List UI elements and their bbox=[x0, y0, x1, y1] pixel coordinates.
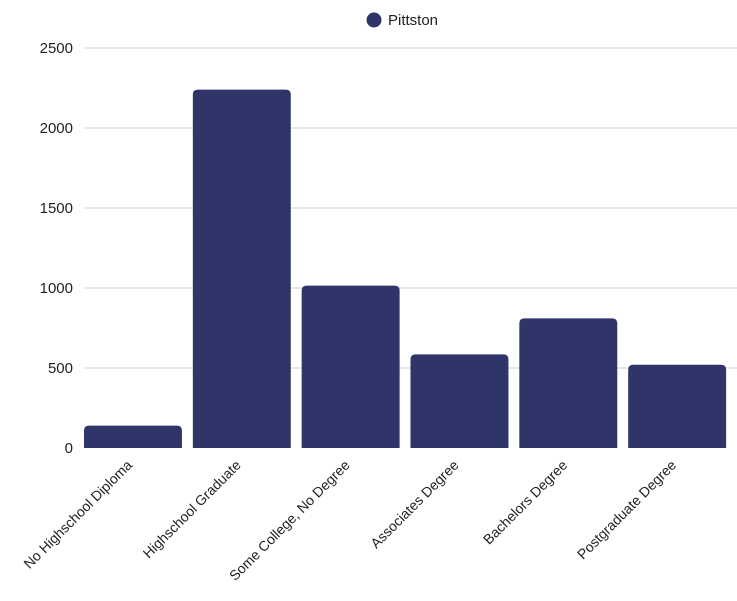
bar-postgraduate-degree bbox=[628, 364, 727, 448]
y-tick-label-0: 0 bbox=[65, 440, 73, 457]
legend-swatch-pittston bbox=[366, 12, 382, 28]
x-tick-label-no-highschool-diploma: No Highschool Diploma bbox=[20, 457, 135, 572]
bar-no-highschool-diploma bbox=[84, 425, 182, 448]
x-tick-label-postgraduate-degree: Postgraduate Degree bbox=[574, 457, 680, 563]
x-tick-label-associates-degree: Associates Degree bbox=[367, 457, 462, 552]
bar-highschool-graduate bbox=[192, 89, 291, 448]
x-tick-label-some-college-no-degree: Some College, No Degree bbox=[226, 457, 353, 584]
y-tick-label-2000: 2000 bbox=[40, 120, 73, 137]
chart-legend: Pittston bbox=[366, 12, 438, 29]
x-tick-label-bachelors-degree: Bachelors Degree bbox=[480, 457, 571, 548]
bar-bachelors-degree bbox=[519, 318, 618, 448]
bar-associates-degree bbox=[410, 354, 509, 448]
legend-label-pittston: Pittston bbox=[388, 12, 438, 29]
y-tick-label-1000: 1000 bbox=[40, 280, 73, 297]
x-axis-category-labels: No Highschool Diploma Highschool Graduate… bbox=[20, 457, 679, 584]
y-tick-label-2500: 2500 bbox=[40, 40, 73, 57]
y-gridlines bbox=[84, 47, 737, 369]
x-tick-label-highschool-graduate: Highschool Graduate bbox=[140, 457, 244, 561]
y-tick-label-500: 500 bbox=[48, 360, 73, 377]
bar-series-pittston bbox=[84, 89, 727, 448]
bar-some-college-no-degree bbox=[301, 285, 400, 448]
y-tick-label-1500: 1500 bbox=[40, 200, 73, 217]
y-axis-tick-labels: 0 500 1000 1500 2000 2500 bbox=[40, 40, 73, 457]
